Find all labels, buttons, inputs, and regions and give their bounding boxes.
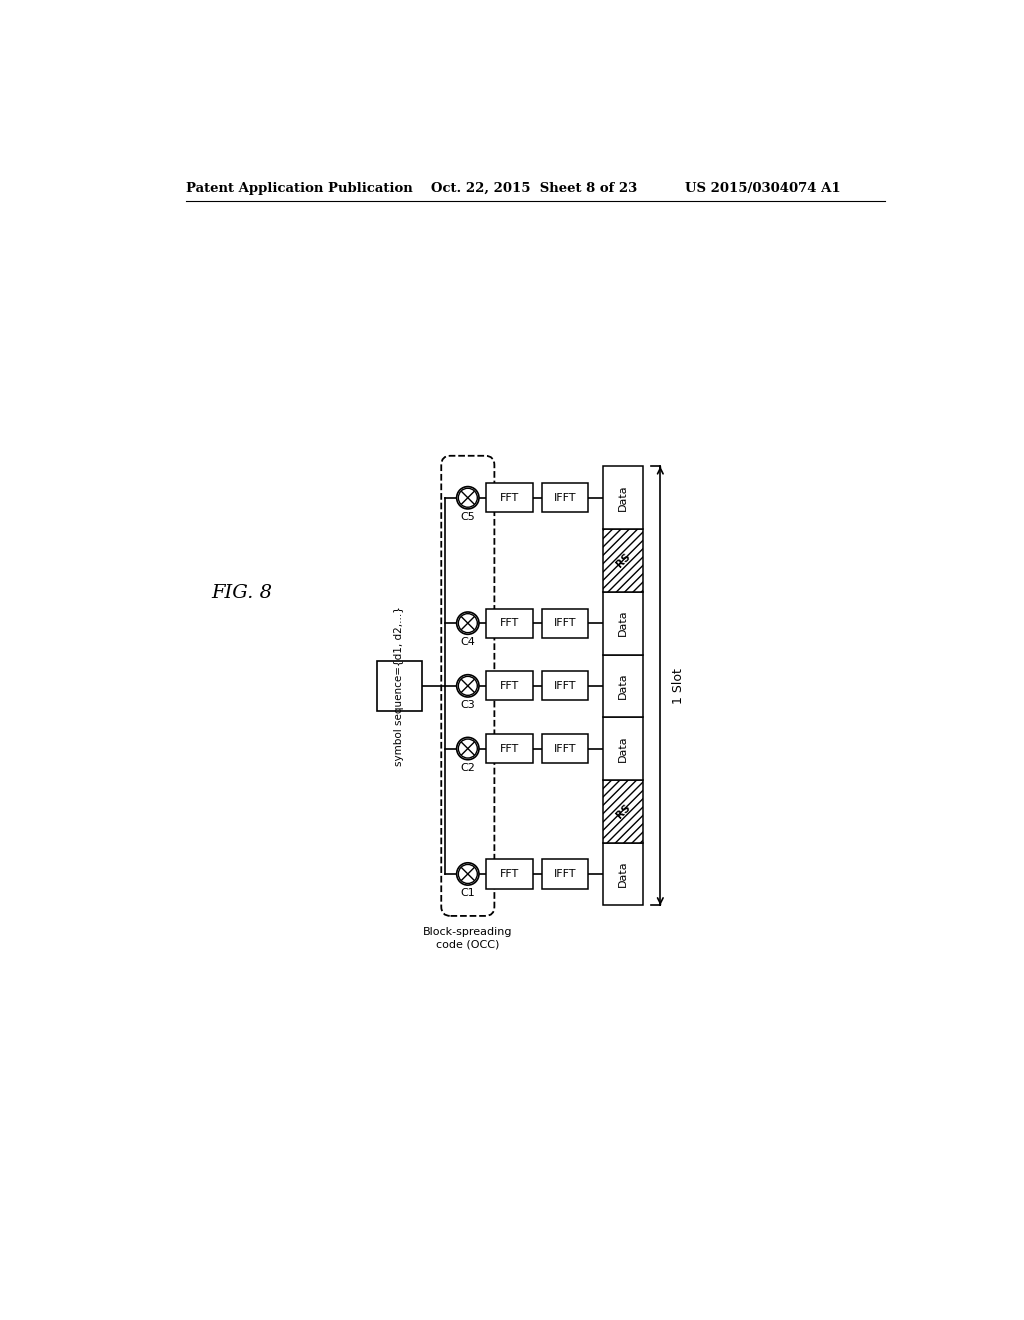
Text: Data: Data [618, 735, 629, 762]
Bar [542, 483, 588, 512]
Text: symbol sequence={d1, d2,...}: symbol sequence={d1, d2,...} [394, 606, 404, 766]
Text: FIG. 8: FIG. 8 [211, 585, 272, 602]
Text: Data: Data [618, 484, 629, 511]
Bar [603, 529, 643, 591]
Text: C5: C5 [461, 512, 475, 521]
Bar [603, 655, 643, 717]
Text: Data: Data [618, 861, 629, 887]
Bar [542, 672, 588, 701]
Text: C4: C4 [461, 638, 475, 647]
Text: Data: Data [618, 672, 629, 700]
Text: FFT: FFT [500, 681, 519, 690]
Circle shape [457, 675, 479, 697]
Text: 1 Slot: 1 Slot [672, 668, 685, 704]
Text: IFFT: IFFT [554, 681, 577, 690]
Bar [603, 591, 643, 655]
Bar [486, 483, 532, 512]
Text: IFFT: IFFT [554, 869, 577, 879]
Text: Block-spreading
code (OCC): Block-spreading code (OCC) [423, 928, 513, 949]
Bar [486, 672, 532, 701]
Circle shape [457, 612, 479, 635]
Text: FFT: FFT [500, 492, 519, 503]
Text: RS: RS [614, 803, 633, 820]
Bar [603, 466, 643, 529]
Text: FFT: FFT [500, 618, 519, 628]
Circle shape [457, 863, 479, 886]
Text: Data: Data [618, 610, 629, 636]
Text: C2: C2 [461, 763, 475, 772]
Bar [542, 609, 588, 638]
Text: Oct. 22, 2015  Sheet 8 of 23: Oct. 22, 2015 Sheet 8 of 23 [431, 182, 637, 194]
Bar [603, 842, 643, 906]
Text: C1: C1 [461, 888, 475, 898]
Bar [486, 609, 532, 638]
Text: C3: C3 [461, 700, 475, 710]
Text: FFT: FFT [500, 869, 519, 879]
Text: FFT: FFT [500, 743, 519, 754]
Circle shape [457, 738, 479, 760]
Bar [603, 780, 643, 842]
Text: IFFT: IFFT [554, 492, 577, 503]
Text: RS: RS [614, 552, 633, 569]
Bar [377, 661, 422, 711]
Bar [603, 717, 643, 780]
Text: IFFT: IFFT [554, 618, 577, 628]
Bar [486, 734, 532, 763]
Bar [542, 859, 588, 888]
Text: US 2015/0304074 A1: US 2015/0304074 A1 [685, 182, 841, 194]
Circle shape [457, 487, 479, 510]
Text: Patent Application Publication: Patent Application Publication [186, 182, 413, 194]
Bar [542, 734, 588, 763]
Bar [486, 859, 532, 888]
Text: IFFT: IFFT [554, 743, 577, 754]
